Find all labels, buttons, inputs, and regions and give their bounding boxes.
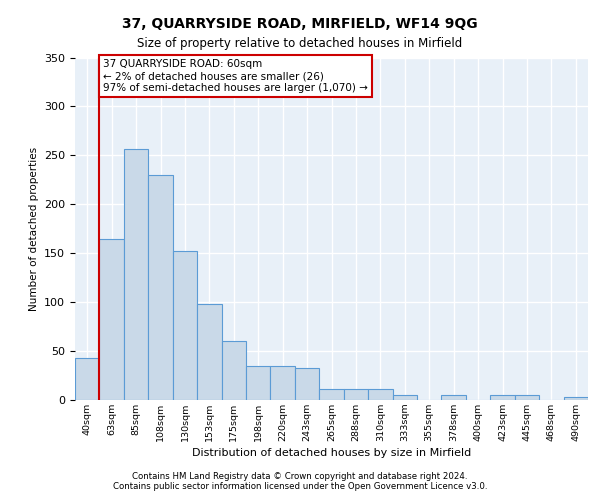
Bar	[319, 389, 344, 400]
Bar	[148, 175, 173, 400]
Text: Contains public sector information licensed under the Open Government Licence v3: Contains public sector information licen…	[113, 482, 487, 491]
Bar	[197, 304, 221, 400]
Bar	[344, 389, 368, 400]
Bar	[246, 366, 271, 400]
Bar	[173, 252, 197, 400]
Bar	[563, 397, 588, 400]
Bar	[295, 368, 319, 400]
X-axis label: Distribution of detached houses by size in Mirfield: Distribution of detached houses by size …	[192, 448, 471, 458]
Bar	[392, 395, 417, 400]
Text: 37, QUARRYSIDE ROAD, MIRFIELD, WF14 9QG: 37, QUARRYSIDE ROAD, MIRFIELD, WF14 9QG	[122, 18, 478, 32]
Bar	[515, 395, 539, 400]
Bar	[100, 238, 124, 400]
Text: Contains HM Land Registry data © Crown copyright and database right 2024.: Contains HM Land Registry data © Crown c…	[132, 472, 468, 481]
Text: 37 QUARRYSIDE ROAD: 60sqm
← 2% of detached houses are smaller (26)
97% of semi-d: 37 QUARRYSIDE ROAD: 60sqm ← 2% of detach…	[103, 60, 368, 92]
Bar	[490, 395, 515, 400]
Bar	[442, 395, 466, 400]
Y-axis label: Number of detached properties: Number of detached properties	[29, 146, 38, 311]
Bar	[271, 366, 295, 400]
Bar	[221, 342, 246, 400]
Text: Size of property relative to detached houses in Mirfield: Size of property relative to detached ho…	[137, 38, 463, 51]
Bar	[75, 358, 100, 400]
Bar	[124, 148, 148, 400]
Bar	[368, 389, 392, 400]
